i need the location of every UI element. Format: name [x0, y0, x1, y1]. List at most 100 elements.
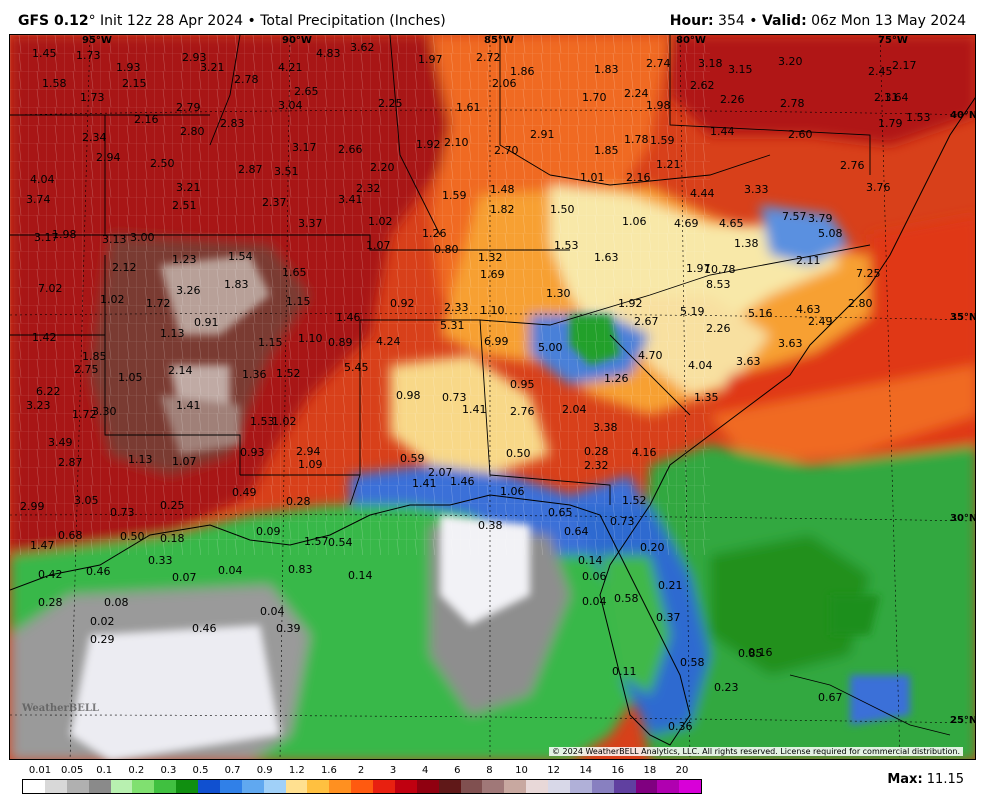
precip-value-label: 2.25 [378, 97, 403, 110]
precip-value-label: 1.26 [604, 372, 629, 385]
degree-symbol: ° [88, 13, 96, 29]
precip-value-label: 0.65 [548, 506, 573, 519]
precip-value-label: 3.17 [34, 231, 59, 244]
legend-tick-label: 0.1 [96, 765, 113, 776]
legend-swatch [657, 780, 680, 793]
precip-value-label: 3.63 [778, 337, 803, 350]
precip-value-label: 10.78 [704, 263, 736, 276]
precip-value-label: 1.48 [490, 183, 515, 196]
precip-value-label: 3.76 [866, 181, 891, 194]
precip-value-label: 4.69 [674, 217, 699, 230]
precip-value-label: 3.00 [130, 231, 155, 244]
legend-tick-label: 1.6 [320, 765, 337, 776]
precip-value-label: 1.32 [478, 251, 503, 264]
legend-swatch [307, 780, 330, 793]
precip-value-label: 5.19 [680, 305, 705, 318]
precip-value-label: 2.60 [788, 128, 813, 141]
map-title: GFS 0.12° Init 12z 28 Apr 2024 • Total P… [18, 13, 446, 29]
precip-value-label: 7.57 [782, 210, 807, 223]
precip-value-label: 3.05 [74, 494, 99, 507]
precip-legend: 0.01 0.05 0.1 0.2 0.3 0.5 0.7 0.9 1.2 1.6 2 3 4 6 8 10 1… [22, 765, 702, 795]
precip-value-label: 3.49 [48, 436, 73, 449]
precip-value-label: 3.41 [338, 193, 363, 206]
precip-value-label: 0.67 [818, 691, 843, 704]
precip-value-label: 0.04 [218, 564, 243, 577]
precip-value-label: 1.83 [594, 63, 619, 76]
precip-value-label: 4.16 [632, 446, 657, 459]
precip-value-label: 6.99 [484, 335, 509, 348]
hour-value: 354 [718, 13, 745, 29]
precip-value-label: 1.50 [550, 203, 575, 216]
precip-value-label: 3.21 [176, 181, 201, 194]
precip-value-label: 1.41 [176, 399, 201, 412]
precip-value-label: 1.07 [366, 239, 391, 252]
precipitation-map[interactable]: 95°W 90°W 85°W 80°W 75°W 40°N 35°N 30°N 25°N 1.4… [9, 34, 976, 760]
precip-value-label: 0.89 [328, 336, 353, 349]
legend-swatch [285, 780, 308, 793]
precip-value-label: 2.31 [874, 91, 899, 104]
precip-value-label: 0.80 [434, 243, 459, 256]
legend-swatch [548, 780, 570, 793]
precip-value-label: 1.70 [582, 91, 607, 104]
precip-value-label: 2.06 [492, 77, 517, 90]
coordinate-labels: 95°W 90°W 85°W 80°W 75°W 40°N 35°N 30°N 25°N [82, 35, 975, 726]
precip-value-label: 0.73 [442, 391, 467, 404]
precip-value-label: 1.02 [368, 215, 393, 228]
precip-value-label: 1.97 [418, 53, 443, 66]
init-time: Init 12z 28 Apr 2024 [100, 13, 244, 29]
legend-tick-label: 20 [675, 765, 689, 776]
precip-value-label: 4.83 [316, 47, 341, 60]
precip-value-label: 1.23 [172, 253, 197, 266]
precip-value-label: 1.10 [480, 304, 505, 317]
precip-value-label: 4.44 [690, 187, 715, 200]
precip-value-label: 2.37 [262, 196, 287, 209]
precip-value-label: 1.83 [224, 278, 249, 291]
map-canvas: 95°W 90°W 85°W 80°W 75°W 40°N 35°N 30°N 25°N 1.4… [10, 35, 975, 759]
hour-label: Hour: [669, 13, 714, 29]
precip-value-label: 2.45 [868, 65, 893, 78]
graticule [10, 35, 975, 759]
precip-value-label: 0.25 [160, 499, 185, 512]
precip-value-label: 1.86 [510, 65, 535, 78]
state-borders [10, 35, 871, 506]
precip-value-label: 2.76 [840, 159, 865, 172]
precip-value-label: 1.01 [580, 171, 605, 184]
precip-value-label: 0.39 [276, 622, 301, 635]
precip-value-label: 1.45 [32, 47, 57, 60]
legend-tick-label: 0.05 [60, 765, 84, 776]
legend-swatch [44, 780, 67, 793]
precip-value-label: 0.07 [172, 571, 197, 584]
precip-value-label: 8.53 [706, 278, 731, 291]
precip-value-label: 1.58 [42, 77, 67, 90]
precip-value-label: 3.37 [298, 217, 323, 230]
max-value: Max: 11.15 [887, 772, 964, 787]
legend-tick-label: 4 [422, 765, 429, 776]
precip-value-label: 1.54 [228, 250, 253, 263]
longitude-label: 75°W [878, 35, 908, 46]
precip-value-label: 5.16 [748, 307, 773, 320]
precip-value-label: 0.49 [232, 486, 257, 499]
precip-value-label: 1.64 [884, 91, 909, 104]
precip-value-label: 0.91 [194, 316, 219, 329]
precip-value-label: 2.78 [234, 73, 259, 86]
precip-value-label: 0.58 [614, 592, 639, 605]
precip-value-label: 2.34 [82, 131, 107, 144]
longitude-label: 95°W [82, 35, 112, 46]
precip-value-label: 1.02 [272, 415, 297, 428]
precip-value-label: 2.94 [296, 445, 321, 458]
precip-value-label: 4.65 [719, 217, 744, 230]
valid-value: 06z Mon 13 May 2024 [811, 13, 966, 29]
product-name: Total Precipitation (Inches) [260, 13, 446, 29]
legend-tick-label: 18 [643, 765, 657, 776]
precip-value-label: 0.28 [38, 596, 63, 609]
legend-tick-label: 12 [547, 765, 560, 776]
precip-value-label: 3.20 [778, 55, 803, 68]
precip-value-label: 1.36 [242, 368, 267, 381]
precip-value-label: 0.23 [714, 681, 739, 694]
precip-value-label: 1.82 [490, 203, 515, 216]
legend-tick-label: 16 [611, 765, 625, 776]
legend-swatch [198, 780, 220, 793]
precip-value-label: 1.73 [76, 49, 101, 62]
precip-value-label: 2.26 [706, 322, 731, 335]
precip-value-label: 0.20 [640, 541, 665, 554]
